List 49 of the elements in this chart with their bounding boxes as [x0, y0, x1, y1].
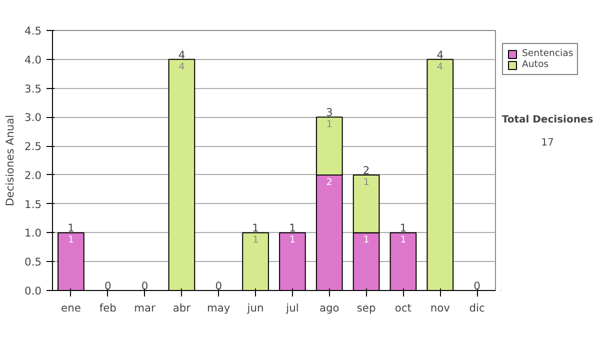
data-label: 4: [178, 61, 185, 72]
x-tick-label: jun: [246, 302, 264, 314]
x-tick-label: sep: [356, 302, 376, 314]
data-label: 1: [363, 176, 370, 188]
y-axis-title: Decisiones Anual: [4, 114, 17, 206]
y-tick-label: 1.0: [24, 226, 42, 240]
x-tick-label: dic: [469, 302, 485, 314]
total-label: 0: [141, 280, 148, 292]
data-label: 4: [437, 61, 444, 72]
total-label: 1: [289, 222, 296, 235]
data-label: 1: [326, 119, 332, 130]
y-tick-label: 3.5: [24, 82, 42, 96]
x-tick-label: ago: [319, 302, 340, 314]
y-tick-label: 2.5: [24, 140, 42, 154]
total-label: 4: [178, 48, 186, 62]
text: 17: [541, 138, 554, 148]
x-tick-label: nov: [430, 302, 450, 314]
x-tick-label: oct: [394, 302, 412, 314]
y-tick-label: 0.0: [24, 284, 42, 298]
total-label: 3: [326, 106, 333, 120]
text: Total Decisiones: [502, 114, 594, 126]
x-tick-label: feb: [99, 302, 117, 314]
total-label: 1: [252, 222, 259, 235]
y-tick-label: 2.0: [24, 168, 42, 182]
total-label: 0: [215, 280, 222, 292]
total-label: 0: [474, 280, 481, 292]
x-tick-label: abr: [172, 302, 192, 314]
y-tick-label: 4.0: [24, 53, 42, 66]
y-tick-label: 4.5: [24, 24, 42, 38]
legend-label: Autos: [522, 59, 549, 70]
x-tick-label: mar: [134, 302, 156, 314]
data-label: 1: [289, 234, 296, 246]
total-label: 2: [362, 164, 370, 177]
total-label: 1: [400, 222, 407, 235]
data-label: 1: [363, 234, 370, 246]
total-label: 0: [104, 280, 112, 292]
total-label: 4: [436, 48, 444, 62]
y-tick-label: 1.5: [24, 198, 42, 211]
data-label: 1: [400, 234, 406, 246]
y-tick-label: 0.5: [24, 256, 42, 269]
x-tick-label: may: [207, 302, 230, 314]
x-tick-label: ene: [61, 302, 81, 314]
data-label: 2: [326, 176, 332, 188]
y-tick-label: 3.0: [24, 111, 42, 124]
total-label: 1: [68, 222, 74, 235]
data-label: 1: [252, 234, 259, 246]
x-tick-label: jul: [285, 302, 299, 314]
data-label: 1: [68, 234, 74, 246]
legend-label: Sentencias: [522, 48, 574, 59]
